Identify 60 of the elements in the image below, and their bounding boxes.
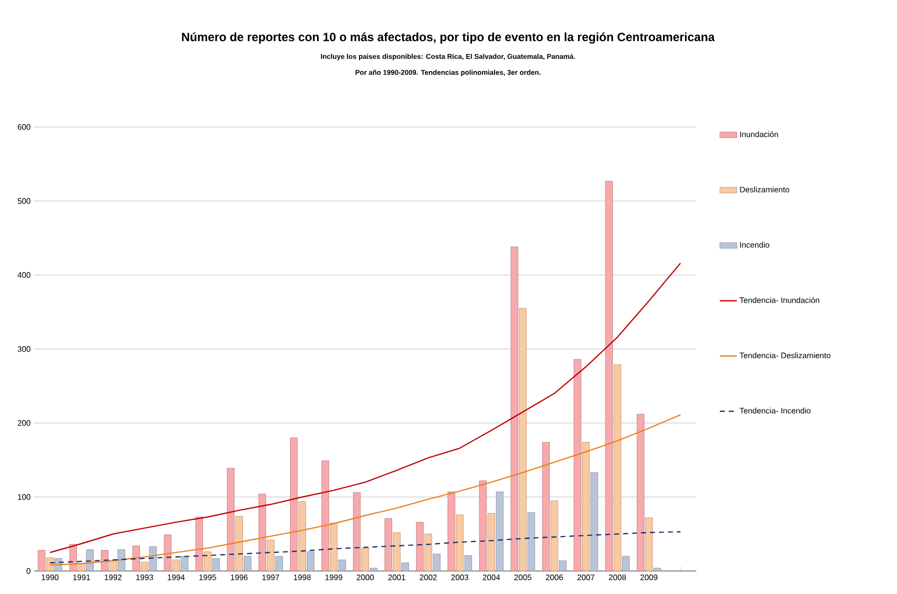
bar [298,501,306,572]
bar [605,180,613,572]
chart-title: Número de reportes con 10 o más afectados, por tipo de evento en la región Centroamericana [182,32,715,44]
bar [195,516,203,572]
bar [258,494,266,572]
bar [204,552,212,572]
bar [636,414,644,572]
bar [590,472,598,572]
bar [109,560,117,572]
bar [226,468,235,572]
bar [424,534,432,572]
bar [392,532,401,572]
bar [86,549,94,572]
bar [464,555,472,572]
bar [559,560,567,572]
bar [582,442,590,572]
bar [448,492,456,572]
bar [235,516,243,572]
bar [172,560,180,572]
bar [550,500,558,572]
bar [496,492,504,572]
bar [488,513,496,572]
bar [416,522,424,572]
bar [622,556,630,572]
bar [290,438,298,572]
bar [527,512,536,572]
bar [614,364,622,572]
bar [510,246,518,572]
bar [180,556,188,572]
bar [275,556,283,572]
bar [384,518,392,572]
bar [266,540,274,572]
bar [69,544,77,572]
bar [361,548,370,572]
bar [353,492,361,572]
bar [140,562,148,572]
bar [645,518,653,572]
bar [118,549,126,572]
bar [164,534,172,572]
bar [100,550,108,572]
bar [212,558,220,572]
bar [306,552,314,572]
bar [456,514,464,572]
bar [244,556,252,572]
bar [542,442,550,572]
bar [574,359,582,572]
bar [330,522,338,572]
bar [149,546,157,572]
bar [46,557,54,572]
bar [38,550,46,572]
bar [132,546,140,572]
bar [519,308,527,572]
bar [654,568,662,572]
bar [78,563,86,572]
bar [338,560,346,572]
bar [479,480,487,572]
bar [322,460,330,572]
bar [432,554,440,572]
bar [401,562,409,572]
bar [370,568,378,572]
